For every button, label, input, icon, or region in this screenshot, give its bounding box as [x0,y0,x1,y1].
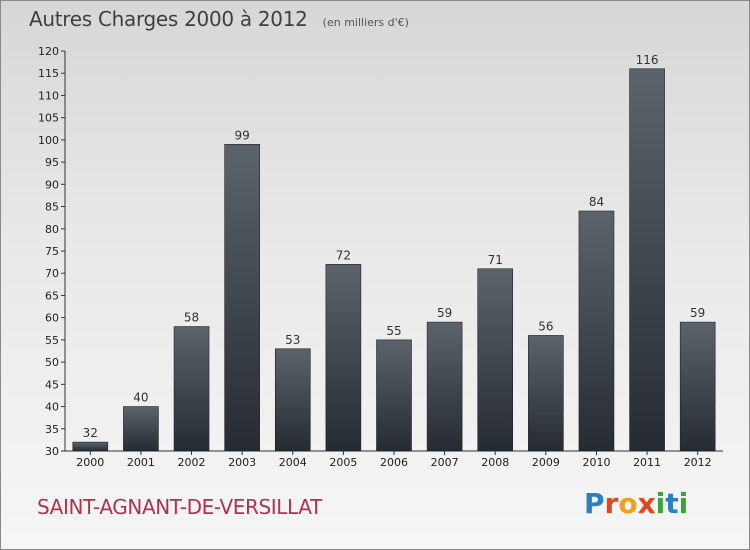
y-tick-label: 60 [45,312,59,325]
logo-letter: x [637,487,656,520]
y-tick-label: 95 [45,156,59,169]
bar-2001 [123,406,159,452]
logo-letter: i [678,487,689,520]
y-tick-label: 100 [38,134,59,147]
chart-subtitle: (en milliers d'€) [322,16,409,29]
bar-2004 [274,348,311,452]
chart-title: Autres Charges 2000 à 2012 [29,7,308,31]
y-tick-label: 70 [45,267,59,280]
logo-letter: i [655,487,666,520]
bar-2006 [376,339,412,452]
bars [72,68,716,452]
value-label-2007: 59 [437,306,452,320]
value-label-2005: 72 [336,248,351,262]
y-tick-label: 40 [45,401,59,414]
proxiti-logo: Proxiti [584,487,688,520]
logo-letter: r [604,487,619,520]
value-label-2001: 40 [133,391,148,405]
value-label-2008: 71 [488,253,503,267]
y-tick-label: 90 [45,178,59,191]
y-tick-label: 120 [38,45,59,58]
y-tick-label: 45 [45,378,59,391]
x-tick-label-2011: 2011 [633,456,661,469]
place-name: SAINT-AGNANT-DE-VERSILLAT [37,495,322,519]
y-tick-label: 35 [45,423,59,436]
value-labels: 32 40 58 99 53 72 55 59 71 56 84 116 59 [83,53,706,440]
x-tick-label-2001: 2001 [127,456,155,469]
x-tick-label-2006: 2006 [380,456,408,469]
value-label-2010: 84 [589,195,604,209]
y-tick-label: 105 [38,112,59,125]
logo-letter: t [665,487,679,520]
y-axis: 30 35 40 45 50 55 60 65 70 75 80 85 90 95 100 105 110 115… [38,45,66,458]
x-tick-label-2008: 2008 [481,456,509,469]
bar-2009 [528,335,564,452]
y-tick-label: 80 [45,223,59,236]
x-axis: 2000 2001 2002 2003 2004 2005 2006 2007 2008 2009… [65,450,723,469]
value-label-2006: 55 [386,324,401,338]
y-tick-label: 110 [38,89,59,102]
y-tick-label: 55 [45,334,59,347]
x-tick-label-2000: 2000 [76,456,104,469]
value-label-2000: 32 [83,426,98,440]
bar-2008 [477,268,514,452]
x-tick-label-2005: 2005 [329,456,357,469]
bar-2003 [224,144,260,452]
value-label-2002: 58 [184,311,199,325]
bar-2012 [679,321,716,452]
x-tick-label-2010: 2010 [582,456,610,469]
value-label-2011: 116 [636,53,659,67]
bar-2000 [72,441,109,452]
bar-2005 [325,264,362,452]
bar-2010 [578,210,615,452]
y-tick-label: 75 [45,245,59,258]
value-label-2003: 99 [235,128,250,142]
x-tick-label-2003: 2003 [228,456,256,469]
y-tick-label: 65 [45,289,59,302]
logo-letter: o [618,487,638,520]
bar-2011 [629,68,665,452]
x-tick-label-2007: 2007 [431,456,459,469]
x-tick-label-2012: 2012 [684,456,712,469]
x-tick-label-2002: 2002 [178,456,206,469]
y-tick-label: 85 [45,201,59,214]
y-tick-label: 30 [45,445,59,458]
bar-2007 [426,321,463,452]
x-tick-label-2009: 2009 [532,456,560,469]
x-tick-label-2004: 2004 [279,456,307,469]
logo-letter: P [584,487,605,520]
y-tick-label: 115 [38,67,59,80]
value-label-2004: 53 [285,333,300,347]
y-tick-label: 50 [45,356,59,369]
value-label-2009: 56 [538,319,553,333]
value-label-2012: 59 [690,306,705,320]
bar-2002 [173,326,210,452]
title-row: Autres Charges 2000 à 2012 (en milliers … [29,7,409,31]
